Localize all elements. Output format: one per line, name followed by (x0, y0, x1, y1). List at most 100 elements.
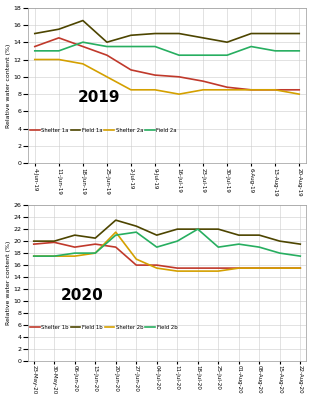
Shelter 1a (177, 74, 181, 79)
Shelter 1b (237, 266, 241, 270)
Field 2b (155, 245, 158, 250)
Field 1a (249, 31, 253, 36)
Shelter 1a (249, 88, 253, 92)
Field 1b (217, 227, 220, 232)
Field 1a (129, 33, 133, 38)
Field 1b (237, 233, 241, 238)
Shelter 2a (153, 88, 157, 92)
Shelter 1a (105, 53, 109, 58)
Field 2b (134, 230, 138, 234)
Shelter 1a (201, 79, 205, 84)
Shelter 2a (249, 88, 253, 92)
Shelter 2a (81, 62, 85, 66)
Field 1a (57, 27, 61, 32)
Shelter 2b (298, 266, 302, 270)
Shelter 1a (81, 44, 85, 49)
Field 1a (273, 31, 277, 36)
Shelter 1b (134, 263, 138, 268)
Field 2b (217, 245, 220, 250)
Field 2a (57, 48, 61, 53)
Field 1a (153, 31, 157, 36)
Field 1b (114, 218, 118, 222)
Shelter 1a (57, 36, 61, 40)
Field 2a (105, 44, 109, 49)
Field 2a (129, 44, 133, 49)
Line: Field 2b: Field 2b (34, 229, 300, 256)
Shelter 1b (73, 245, 77, 250)
Shelter 2a (225, 88, 229, 92)
Shelter 2b (196, 269, 200, 274)
Field 1a (33, 31, 37, 36)
Field 1b (32, 239, 36, 244)
Shelter 2a (273, 88, 277, 92)
Line: Field 2a: Field 2a (35, 42, 299, 55)
Shelter 2a (105, 74, 109, 79)
Shelter 1b (114, 245, 118, 250)
Field 1b (155, 233, 158, 238)
Field 1b (73, 233, 77, 238)
Shelter 1b (155, 263, 158, 268)
Field 1b (196, 227, 200, 232)
Line: Shelter 1a: Shelter 1a (35, 38, 299, 90)
Field 2b (257, 245, 261, 250)
Shelter 2a (177, 92, 181, 96)
Field 2b (278, 251, 282, 256)
Field 2b (237, 242, 241, 246)
Field 2b (175, 239, 179, 244)
Field 2a (225, 53, 229, 58)
Shelter 2b (73, 254, 77, 258)
Shelter 2b (278, 266, 282, 270)
Field 1a (81, 18, 85, 23)
Shelter 2a (57, 57, 61, 62)
Shelter 2b (52, 254, 56, 258)
Shelter 1b (32, 242, 36, 246)
Field 1a (297, 31, 301, 36)
Field 2a (201, 53, 205, 58)
Text: 2019: 2019 (78, 90, 120, 106)
Field 1a (201, 36, 205, 40)
Y-axis label: Relative water content (%): Relative water content (%) (6, 43, 11, 128)
Shelter 2a (129, 88, 133, 92)
Shelter 2b (237, 266, 241, 270)
Shelter 1b (278, 266, 282, 270)
Y-axis label: Relative water content (%): Relative water content (%) (6, 241, 11, 325)
Shelter 2b (114, 230, 118, 234)
Legend: Shelter 1b, Field 1b, Shelter 2b, Field 2b: Shelter 1b, Field 1b, Shelter 2b, Field … (30, 325, 177, 330)
Field 2a (273, 48, 277, 53)
Field 1b (175, 227, 179, 232)
Text: 2020: 2020 (61, 288, 104, 303)
Field 2b (32, 254, 36, 258)
Field 1b (93, 236, 97, 240)
Field 2b (73, 251, 77, 256)
Field 1a (105, 40, 109, 44)
Field 1b (52, 239, 56, 244)
Shelter 1a (273, 88, 277, 92)
Line: Shelter 2b: Shelter 2b (34, 232, 300, 271)
Field 1b (134, 224, 138, 228)
Shelter 1a (297, 88, 301, 92)
Field 2a (177, 53, 181, 58)
Shelter 2b (155, 266, 158, 270)
Field 2b (52, 254, 56, 258)
Shelter 2b (175, 269, 179, 274)
Shelter 2a (33, 57, 37, 62)
Shelter 2b (134, 257, 138, 262)
Shelter 2a (297, 92, 301, 96)
Shelter 2a (201, 88, 205, 92)
Shelter 1a (33, 44, 37, 49)
Field 2a (33, 48, 37, 53)
Shelter 2b (257, 266, 261, 270)
Field 1b (257, 233, 261, 238)
Line: Shelter 1b: Shelter 1b (34, 242, 300, 268)
Field 1b (298, 242, 302, 246)
Field 2a (249, 44, 253, 49)
Shelter 1b (217, 266, 220, 270)
Field 2b (93, 251, 97, 256)
Shelter 2b (93, 251, 97, 256)
Field 2a (81, 40, 85, 44)
Shelter 1b (196, 266, 200, 270)
Shelter 2b (217, 269, 220, 274)
Line: Field 1b: Field 1b (34, 220, 300, 244)
Shelter 1b (52, 240, 56, 245)
Field 1a (225, 40, 229, 44)
